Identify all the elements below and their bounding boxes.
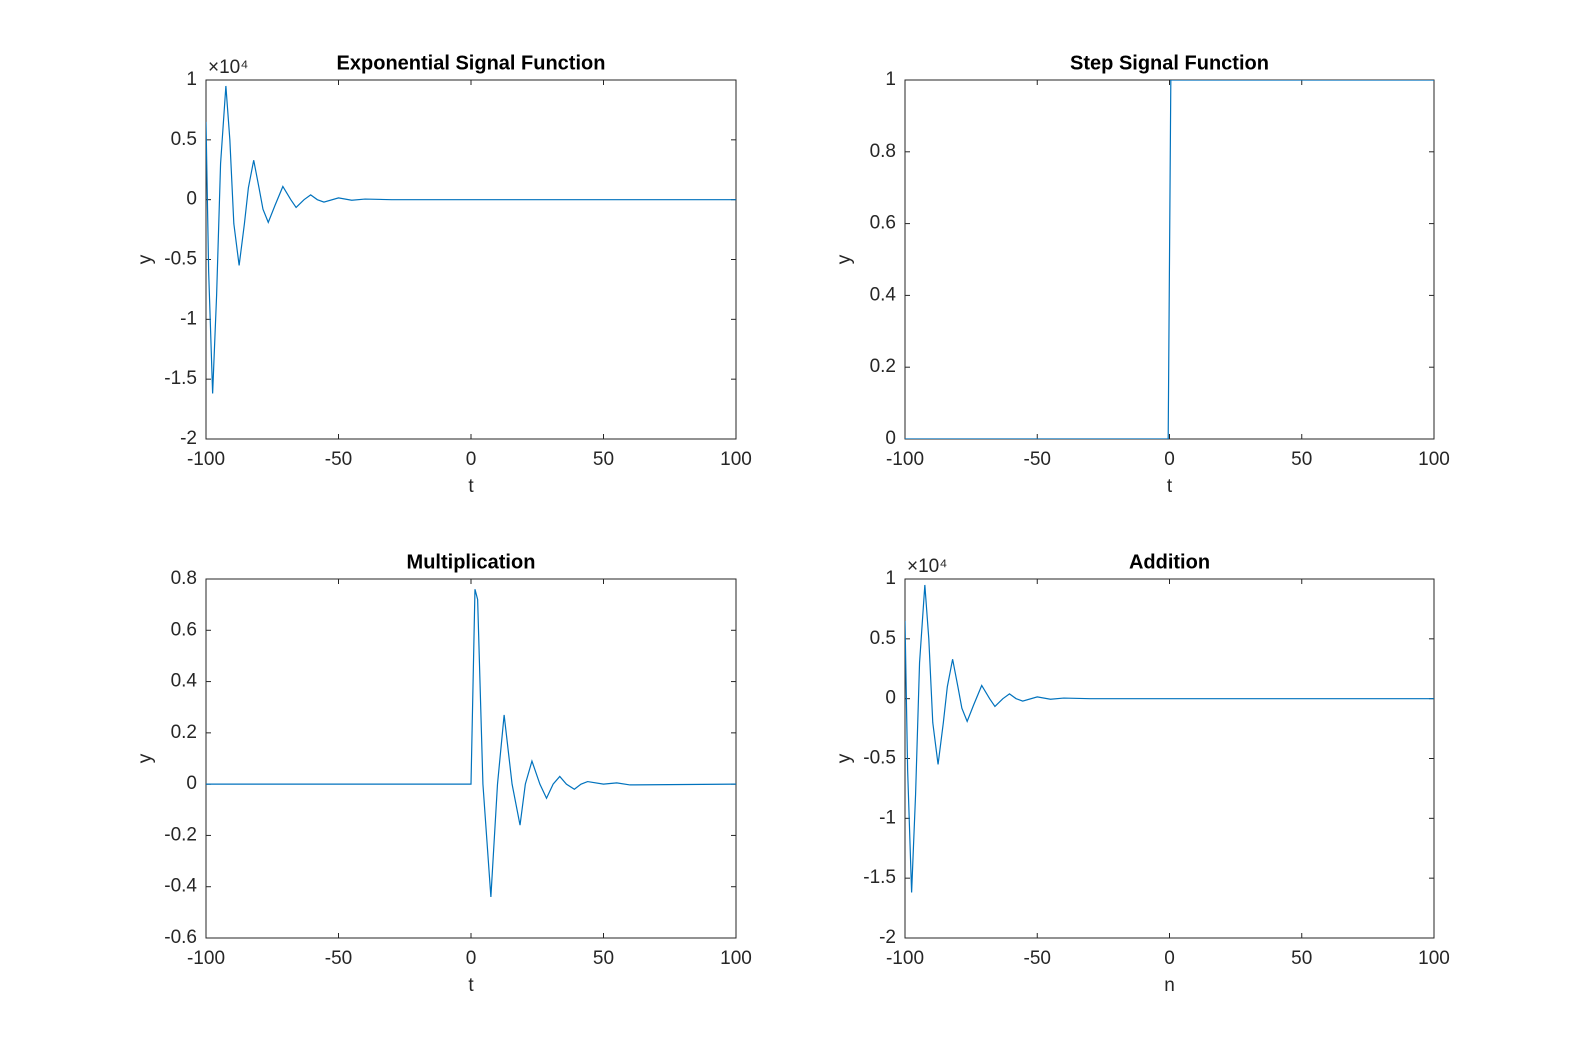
x-tick-label: -50: [325, 948, 352, 969]
y-tick-label: 0.5: [870, 628, 896, 649]
x-tick-label: 50: [1291, 948, 1312, 969]
y-tick-label: -2: [180, 428, 197, 449]
y-tick-label: 0.5: [171, 129, 197, 150]
y-tick-label: 0.8: [870, 141, 896, 162]
x-axis-label: t: [1167, 476, 1173, 497]
x-tick-label: -100: [886, 449, 924, 470]
x-tick-label: 50: [1291, 449, 1312, 470]
x-tick-label: -100: [187, 948, 225, 969]
x-tick-label: -100: [187, 449, 225, 470]
chart-title: Step Signal Function: [1070, 52, 1269, 74]
x-tick-label: 0: [1164, 948, 1175, 969]
x-tick-label: 0: [1164, 449, 1175, 470]
chart-title: Addition: [1129, 551, 1210, 573]
x-tick-label: -100: [886, 948, 924, 969]
signal-line: [905, 584, 1434, 893]
y-tick-label: 0.6: [171, 619, 197, 640]
signal-line: [206, 589, 736, 898]
y-tick-label: 1: [885, 568, 896, 589]
y-tick-label: 0.8: [171, 568, 197, 589]
x-axis-label: t: [468, 476, 474, 497]
x-tick-label: 50: [593, 449, 614, 470]
x-tick-label: 100: [720, 449, 752, 470]
y-tick-label: 1: [186, 69, 197, 90]
x-axis-label: t: [468, 975, 474, 996]
signal-line: [206, 85, 736, 394]
axes-box: [904, 578, 1435, 939]
x-axis-label: n: [1164, 975, 1175, 996]
x-tick-label: -50: [1024, 449, 1051, 470]
x-tick-label: 100: [1418, 948, 1450, 969]
y-tick-label: 0: [186, 773, 197, 794]
signal-line: [905, 80, 1434, 439]
y-tick-label: -1: [879, 807, 896, 828]
y-tick-label: 0: [885, 428, 896, 449]
y-tick-label: 0.2: [870, 356, 896, 377]
y-tick-label: -0.4: [164, 876, 197, 897]
x-tick-label: 0: [466, 449, 477, 470]
x-tick-label: -50: [1024, 948, 1051, 969]
y-tick-label: -0.6: [164, 927, 197, 948]
chart-title: Multiplication: [407, 551, 536, 573]
chart-title: Exponential Signal Function: [337, 52, 606, 74]
y-tick-label: 0.2: [171, 722, 197, 743]
y-axis-label: y: [135, 753, 156, 763]
y-tick-label: 0: [186, 189, 197, 210]
y-tick-label: -0.5: [863, 748, 896, 769]
y-tick-label: -2: [879, 927, 896, 948]
x-tick-label: 0: [466, 948, 477, 969]
y-tick-label: 0.4: [171, 671, 198, 692]
y-tick-label: -0.5: [164, 249, 197, 270]
y-axis-label: y: [135, 254, 156, 264]
x-tick-label: 100: [720, 948, 752, 969]
y-tick-label: 0.4: [870, 284, 897, 305]
y-tick-label: -1.5: [164, 368, 197, 389]
y-multiplier: ×10⁴: [208, 57, 248, 78]
y-tick-label: 0.6: [870, 213, 896, 234]
y-tick-label: -1.5: [863, 867, 896, 888]
y-tick-label: -0.2: [164, 824, 197, 845]
y-multiplier: ×10⁴: [907, 556, 947, 577]
x-tick-label: 100: [1418, 449, 1450, 470]
y-tick-label: -1: [180, 308, 197, 329]
x-tick-label: 50: [593, 948, 614, 969]
y-axis-label: y: [834, 254, 855, 264]
axes-box: [205, 79, 737, 440]
y-axis-label: y: [834, 753, 855, 763]
y-tick-label: 1: [885, 69, 896, 90]
x-tick-label: -50: [325, 449, 352, 470]
y-tick-label: 0: [885, 688, 896, 709]
